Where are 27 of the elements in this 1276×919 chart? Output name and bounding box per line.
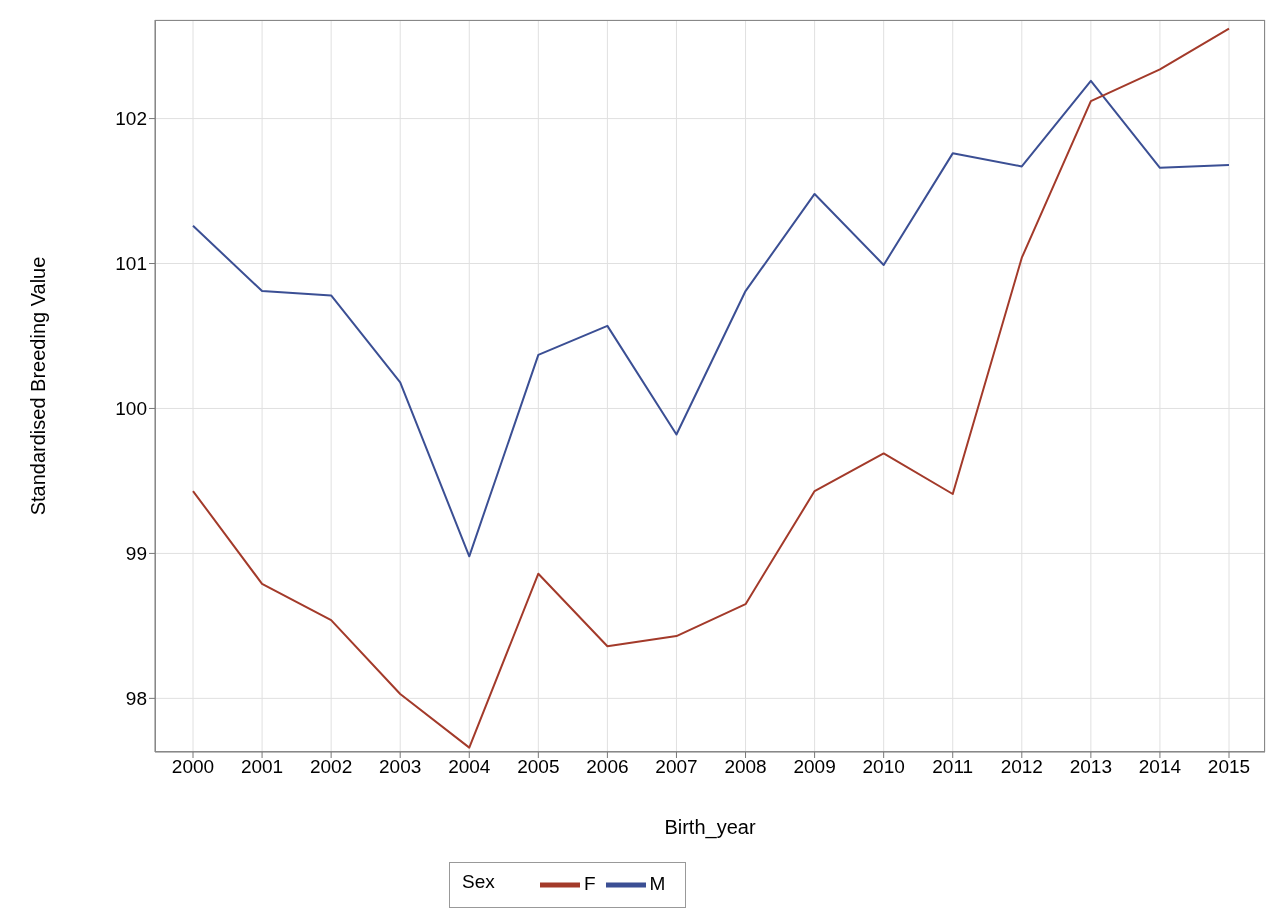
x-tick-label: 2011 xyxy=(932,756,974,778)
x-tick-label: 2012 xyxy=(1000,756,1043,778)
y-tick-label: 99 xyxy=(125,543,147,565)
x-tick-label: 2010 xyxy=(862,756,905,778)
x-tick-label: 2015 xyxy=(1207,756,1251,778)
x-tick-label: 2001 xyxy=(240,756,284,778)
x-axis-title: Birth_year xyxy=(664,816,756,839)
x-tick-label: 2004 xyxy=(448,756,491,778)
x-tick-label: 2003 xyxy=(379,756,422,778)
x-tick-label: 2007 xyxy=(655,756,698,778)
x-tick-label: 2013 xyxy=(1069,756,1113,778)
y-axis-title: Standardised Breeding Value xyxy=(26,256,50,516)
y-tick-label: 101 xyxy=(115,253,147,275)
legend-label: M xyxy=(649,873,666,895)
x-tick-label: 2002 xyxy=(309,756,353,778)
y-tick-label: 100 xyxy=(115,398,147,420)
x-tick-label: 2008 xyxy=(724,756,767,778)
x-tick-label: 2014 xyxy=(1138,756,1182,778)
x-tick-label: 2005 xyxy=(517,756,560,778)
x-tick-label: 2009 xyxy=(793,756,836,778)
legend-title: Sex xyxy=(462,870,495,894)
x-tick-label: 2000 xyxy=(171,756,215,778)
line-series xyxy=(192,79,1230,558)
y-tick-label: 102 xyxy=(115,108,147,130)
y-tick-label: 98 xyxy=(125,688,147,710)
x-tick-label: 2006 xyxy=(586,756,629,778)
legend-label: F xyxy=(584,873,596,895)
